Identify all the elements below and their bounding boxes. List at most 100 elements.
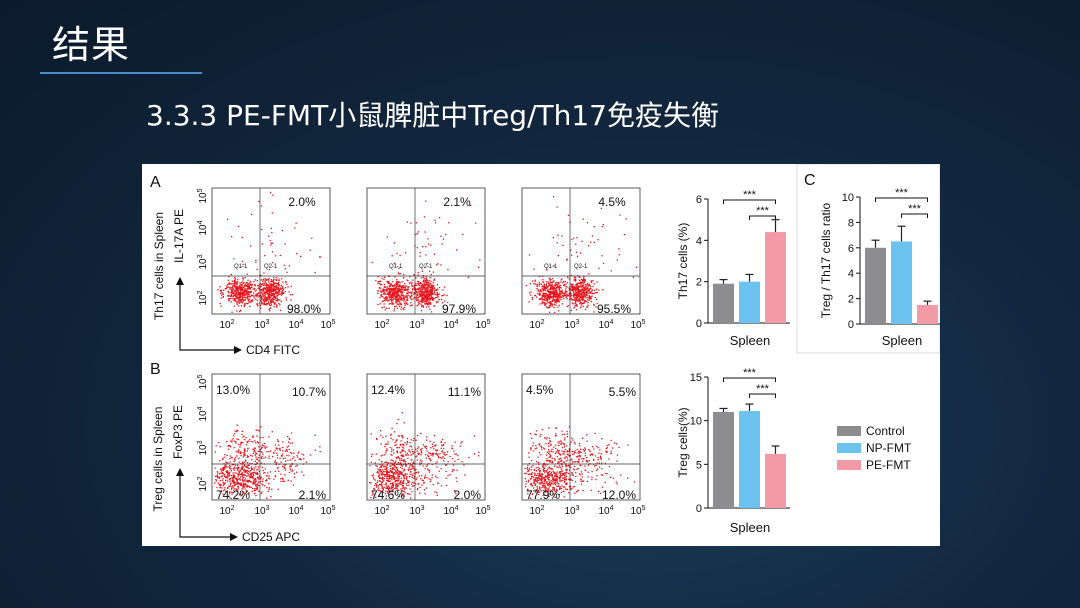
figure-svg: A B C Th17 cells in Spleen IL-17A PE Tre… (150, 164, 940, 544)
y-tick-label: 6 (696, 194, 702, 206)
panel-c-frame (796, 164, 940, 354)
quadrant-value-lower-right: 2.1% (299, 488, 327, 502)
facs-b-2-x-tick-0: 102 (374, 505, 389, 517)
axis-arrowhead-right-b (230, 533, 238, 541)
y-tick-label: 4 (696, 235, 702, 247)
facs-b-1-x-tick-2: 104 (288, 505, 303, 517)
y-tick-label: 10 (842, 192, 854, 204)
axis-arrow-b (179, 476, 230, 538)
facs-a-2-x-tick-3: 105 (475, 319, 490, 331)
facs-b-1-x-tick-3: 105 (320, 505, 335, 517)
significance-marker: *** (756, 205, 770, 217)
quadrant-value-lower-left: 74.6% (371, 488, 405, 502)
bar-control (713, 283, 734, 323)
quadrant-value-upper-right: 5.5% (609, 385, 637, 399)
significance-bracket-np-pe (901, 213, 928, 218)
facs-plot-frame (211, 373, 331, 501)
legend-swatch-pe-fmt (837, 460, 861, 470)
y-tick-label: 5 (696, 459, 702, 471)
facs-plot-a-2: 2.1% 97.9% Q1-1 Q2-1 102 103 104 105 (366, 187, 491, 331)
slide-subtitle: 3.3.3 PE-FMT小鼠脾脏中Treg/Th17免疫失衡 (146, 99, 719, 132)
quadrant-value-upper-left: 12.4% (371, 383, 405, 397)
bar-control (865, 247, 886, 324)
y-axis-label: Treg cells(%) (676, 407, 690, 477)
facs-a-1-x-tick-1: 103 (254, 319, 269, 331)
facs-a-2-x-tick-2: 104 (443, 319, 458, 331)
facs-b-3-x-tick-0: 102 (529, 505, 544, 517)
facs-dots (369, 412, 480, 499)
bar-np-fmt (891, 241, 912, 324)
facs-a-3-x-tick-3: 105 (630, 319, 645, 331)
axis-arrowhead-up-b (176, 468, 184, 476)
y-tick-label: 4 (848, 268, 854, 280)
panel-label-b: B (150, 361, 161, 378)
quadrant-value-upper-left: 4.5% (526, 383, 554, 397)
significance-marker: *** (743, 189, 757, 201)
facs-b-3-x-tick-3: 105 (630, 505, 645, 517)
facs-b-3-x-tick-1: 103 (564, 505, 579, 517)
bar-chart-panel-c: 0 2 4 6 8 10 *** *** Treg / Th17 cells ratio Sple… (819, 187, 940, 348)
facs-dots (217, 191, 321, 313)
significance-marker: *** (756, 383, 770, 395)
y-tick-label: 0 (696, 318, 702, 330)
quadrant-value-lower-right: 97.9% (442, 302, 476, 316)
quadrant-value-upper-right: 11.1% (448, 385, 481, 399)
bar-np-fmt (739, 281, 760, 323)
y-tick-label: 15 (690, 372, 702, 384)
title-underline (40, 72, 202, 74)
facs-b-2-x-tick-1: 103 (409, 505, 424, 517)
facs-dots (525, 196, 638, 314)
facs-dots (371, 200, 481, 313)
facs-a-1-x-tick-3: 105 (320, 319, 335, 331)
facs-a-1-y-tick-3: 105 (197, 188, 209, 203)
quadrant-value-upper-right: 2.0% (288, 195, 316, 209)
x-axis-label: Spleen (730, 520, 770, 535)
panel-label-a: A (150, 174, 161, 191)
quadrant-value-lower-left: 74.2% (216, 488, 250, 502)
panel-label-c: C (804, 172, 816, 189)
quadrant-value-lower-right: 98.0% (287, 302, 321, 316)
facs-b-1-y-tick-3: 105 (197, 374, 209, 389)
bar-pe-fmt (917, 304, 938, 324)
facs-a-3-x-tick-2: 104 (598, 319, 613, 331)
y-tick-label: 0 (696, 503, 702, 515)
significance-marker: *** (743, 367, 757, 379)
legend-label-control: Control (866, 424, 905, 438)
gate-label-q2: Q2-1 (419, 264, 433, 270)
facs-b-2-x-tick-3: 105 (475, 505, 490, 517)
quadrant-value-lower-right: 12.0% (602, 488, 636, 502)
gate-label-q1: Q1-1 (544, 264, 558, 270)
facs-a-2-x-tick-1: 103 (409, 319, 424, 331)
facs-b-1-y-tick-0: 102 (197, 476, 209, 491)
quadrant-value-lower-right: 95.5% (597, 302, 631, 316)
quadrant-value-upper-right: 4.5% (598, 195, 626, 209)
bar-charts: 0 2 4 6 *** *** Th17 cells (%) Spleen 0 2 4 6 8 10 ***… (676, 187, 940, 535)
facs-a-3-x-tick-0: 102 (529, 319, 544, 331)
y-tick-label: 6 (848, 243, 854, 255)
flow-cytometry-plots: 2.0% 98.0% Q1-1 Q2-1 102 103 104 105 102 103 104 10… (197, 187, 646, 517)
y-tick-label: 0 (848, 319, 854, 331)
gate-label-q2: Q2-1 (264, 264, 278, 270)
legend-label-np-fmt: NP-FMT (866, 441, 912, 455)
quadrant-value-lower-left: 77.9% (526, 488, 560, 502)
significance-bracket-control-pe (875, 197, 928, 202)
facs-plot-a-3: 4.5% 95.5% Q1-1 Q2-1 102 103 104 105 (521, 187, 646, 331)
y-axis-label: Th17 cells (%) (676, 223, 690, 300)
facs-plot-frame (521, 187, 641, 315)
y-axis-label: Treg / Th17 cells ratio (819, 202, 833, 318)
quadrant-value-upper-right: 2.1% (443, 195, 471, 209)
bar-chart-panel-b: 0 5 10 15 *** *** Treg cells(%) Spleen (676, 367, 790, 535)
facs-plot-b-1: 13.0% 10.7% 74.2% 2.1% 102 103 104 105 102 103 104… (197, 373, 336, 517)
gate-label-q2: Q2-1 (574, 264, 588, 270)
y-tick-label: 10 (690, 416, 702, 428)
quadrant-value-lower-right: 2.0% (454, 488, 482, 502)
slide-title: 结果 (52, 23, 131, 67)
gate-label-q1: Q1-1 (234, 264, 248, 270)
significance-marker: *** (895, 187, 909, 199)
axis-arrow-a (179, 285, 234, 351)
legend: Control NP-FMT PE-FMT (837, 424, 912, 472)
facs-plot-b-2: 12.4% 11.1% 74.6% 2.0% 102 103 104 105 (366, 373, 491, 517)
facs-a-1-y-tick-2: 104 (197, 220, 209, 235)
facs-plot-frame (366, 373, 486, 501)
facs-plot-a-1: 2.0% 98.0% Q1-1 Q2-1 102 103 104 105 102 103 104 10… (197, 187, 336, 331)
